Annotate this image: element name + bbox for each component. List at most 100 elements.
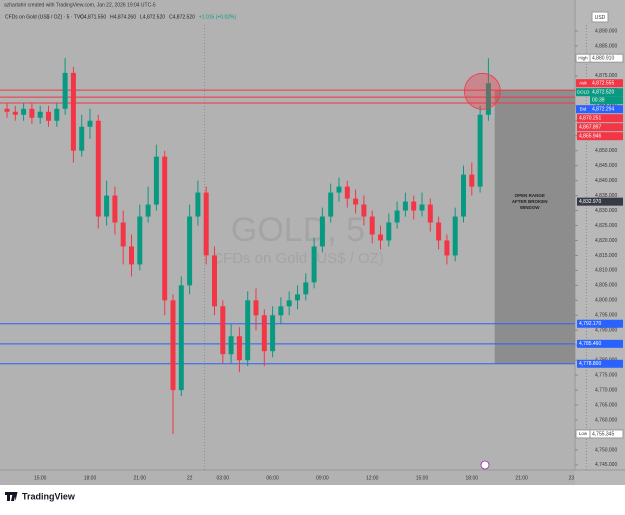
y-tick-label: 4,840.000 <box>595 178 617 184</box>
price-tag-label: 4,870.251 <box>579 116 601 122</box>
currency: USD <box>595 15 606 21</box>
price-tag <box>589 429 624 439</box>
candle-body <box>228 336 234 355</box>
y-tick-label: 4,815.000 <box>595 253 617 259</box>
price-tag <box>589 53 624 63</box>
candle-body <box>461 174 466 217</box>
y-tick-label: 4,890.000 <box>595 28 617 34</box>
x-tick-label: 23 <box>569 475 575 481</box>
price-tag <box>590 79 623 88</box>
candle-body <box>245 300 251 361</box>
candle-body <box>212 255 217 307</box>
candle-body <box>236 336 242 361</box>
y-tick-label: 4,800.000 <box>595 298 617 304</box>
x-tick-label: 15:00 <box>416 475 429 481</box>
x-tick-label: 15:00 <box>34 475 47 481</box>
y-tick-label: 4,750.000 <box>595 447 617 453</box>
x-tick-label: 03:00 <box>217 475 230 481</box>
price-tag-label: 4,867.897 <box>579 125 601 131</box>
price-tag-label: 4,778.800 <box>579 361 601 367</box>
y-tick-label: 4,810.000 <box>595 268 617 274</box>
price-tag-label: 4,865.946 <box>579 134 601 140</box>
candle-body <box>29 108 35 118</box>
replay-marker <box>480 460 490 470</box>
tag-name: High <box>578 55 588 60</box>
price-tag <box>577 123 623 132</box>
candle-body <box>394 210 400 223</box>
candle-body <box>485 83 491 115</box>
y-tick-label: 4,885.000 <box>595 43 617 49</box>
x-tick-label: 06:00 <box>266 475 279 481</box>
candle-body <box>411 201 417 211</box>
y-tick-label: 4,835.000 <box>595 193 617 199</box>
candle-body <box>270 315 276 352</box>
candle-body <box>419 204 425 211</box>
candle-body <box>79 126 85 151</box>
candle-body <box>436 222 442 241</box>
watermark: CFDs on Gold (US$ / OZ) <box>212 250 384 267</box>
candle-body <box>162 156 168 301</box>
price-tag <box>590 105 623 114</box>
currency-box <box>591 11 609 23</box>
y-tick-label: 4,805.000 <box>595 283 617 289</box>
ohlc-value: L4,872.520 <box>140 14 165 20</box>
candle-body <box>203 192 209 256</box>
candle-body <box>378 234 383 241</box>
price-tag <box>577 339 623 348</box>
x-tick-label: 18:00 <box>84 475 97 481</box>
ohlc-value: +1.015 (+0.02%) <box>199 14 237 20</box>
x-tick-label: 18:00 <box>466 475 479 481</box>
annotation: OPEN RANGE <box>515 193 545 198</box>
ohlc-value: H4,874.260 <box>110 14 136 20</box>
y-tick-label: 4,775.000 <box>595 372 617 378</box>
x-tick-label: 12:00 <box>366 475 379 481</box>
ohlc-value: C4,872.520 <box>169 14 195 20</box>
tag-name: Low <box>579 431 588 436</box>
price-tag <box>577 114 623 123</box>
candle-body <box>112 195 118 223</box>
tag-name-box <box>576 79 590 88</box>
x-tick-label: 09:00 <box>316 475 329 481</box>
candle-body <box>178 285 184 391</box>
candle-body <box>187 216 193 286</box>
annotation: AFTER BROKEN <box>512 199 548 204</box>
candle-body <box>145 204 151 217</box>
candle-body <box>336 186 342 193</box>
price-tag-label: 4,832.970 <box>579 199 601 205</box>
y-tick-label: 4,795.000 <box>595 313 617 319</box>
y-tick-label: 4,765.000 <box>595 402 617 408</box>
candle-body <box>87 120 93 127</box>
candle-body <box>70 72 76 151</box>
watermark: GOLD, 5 <box>231 211 365 249</box>
y-tick-label: 4,845.000 <box>595 163 617 169</box>
ohlc-value: O4,871.550 <box>80 14 106 20</box>
price-tag-label: 4,872.555 <box>592 81 614 87</box>
candle-body <box>253 300 259 316</box>
highlight-circle <box>463 72 501 110</box>
price-tag <box>577 359 623 368</box>
tag-name: Bid <box>580 106 587 111</box>
candle-body <box>120 222 126 247</box>
price-tag <box>577 197 623 206</box>
candle-body <box>286 300 292 307</box>
symbol: CFDs on Gold (US$ / OZ) · 5 · TVC <box>5 14 84 20</box>
candle-body <box>295 294 300 301</box>
price-tag-label: 4,872.520 <box>592 90 614 96</box>
candle-body <box>444 240 450 256</box>
candle-body <box>427 204 433 223</box>
credit: azhartahir created with TradingView.com,… <box>4 2 156 8</box>
candle-body <box>311 246 317 283</box>
candle-body <box>129 246 134 265</box>
y-tick-label: 4,830.000 <box>595 208 617 214</box>
candle-body <box>220 306 226 355</box>
price-tag-label: 4,792.170 <box>579 321 601 327</box>
candle-body <box>104 195 110 217</box>
y-tick-label: 4,770.000 <box>595 387 617 393</box>
candle-body <box>46 111 51 121</box>
price-tag-label: 4,755.345 <box>592 431 614 437</box>
candle-body <box>153 156 159 205</box>
y-tick-label: 4,790.000 <box>595 328 617 334</box>
candle-body <box>369 216 375 235</box>
